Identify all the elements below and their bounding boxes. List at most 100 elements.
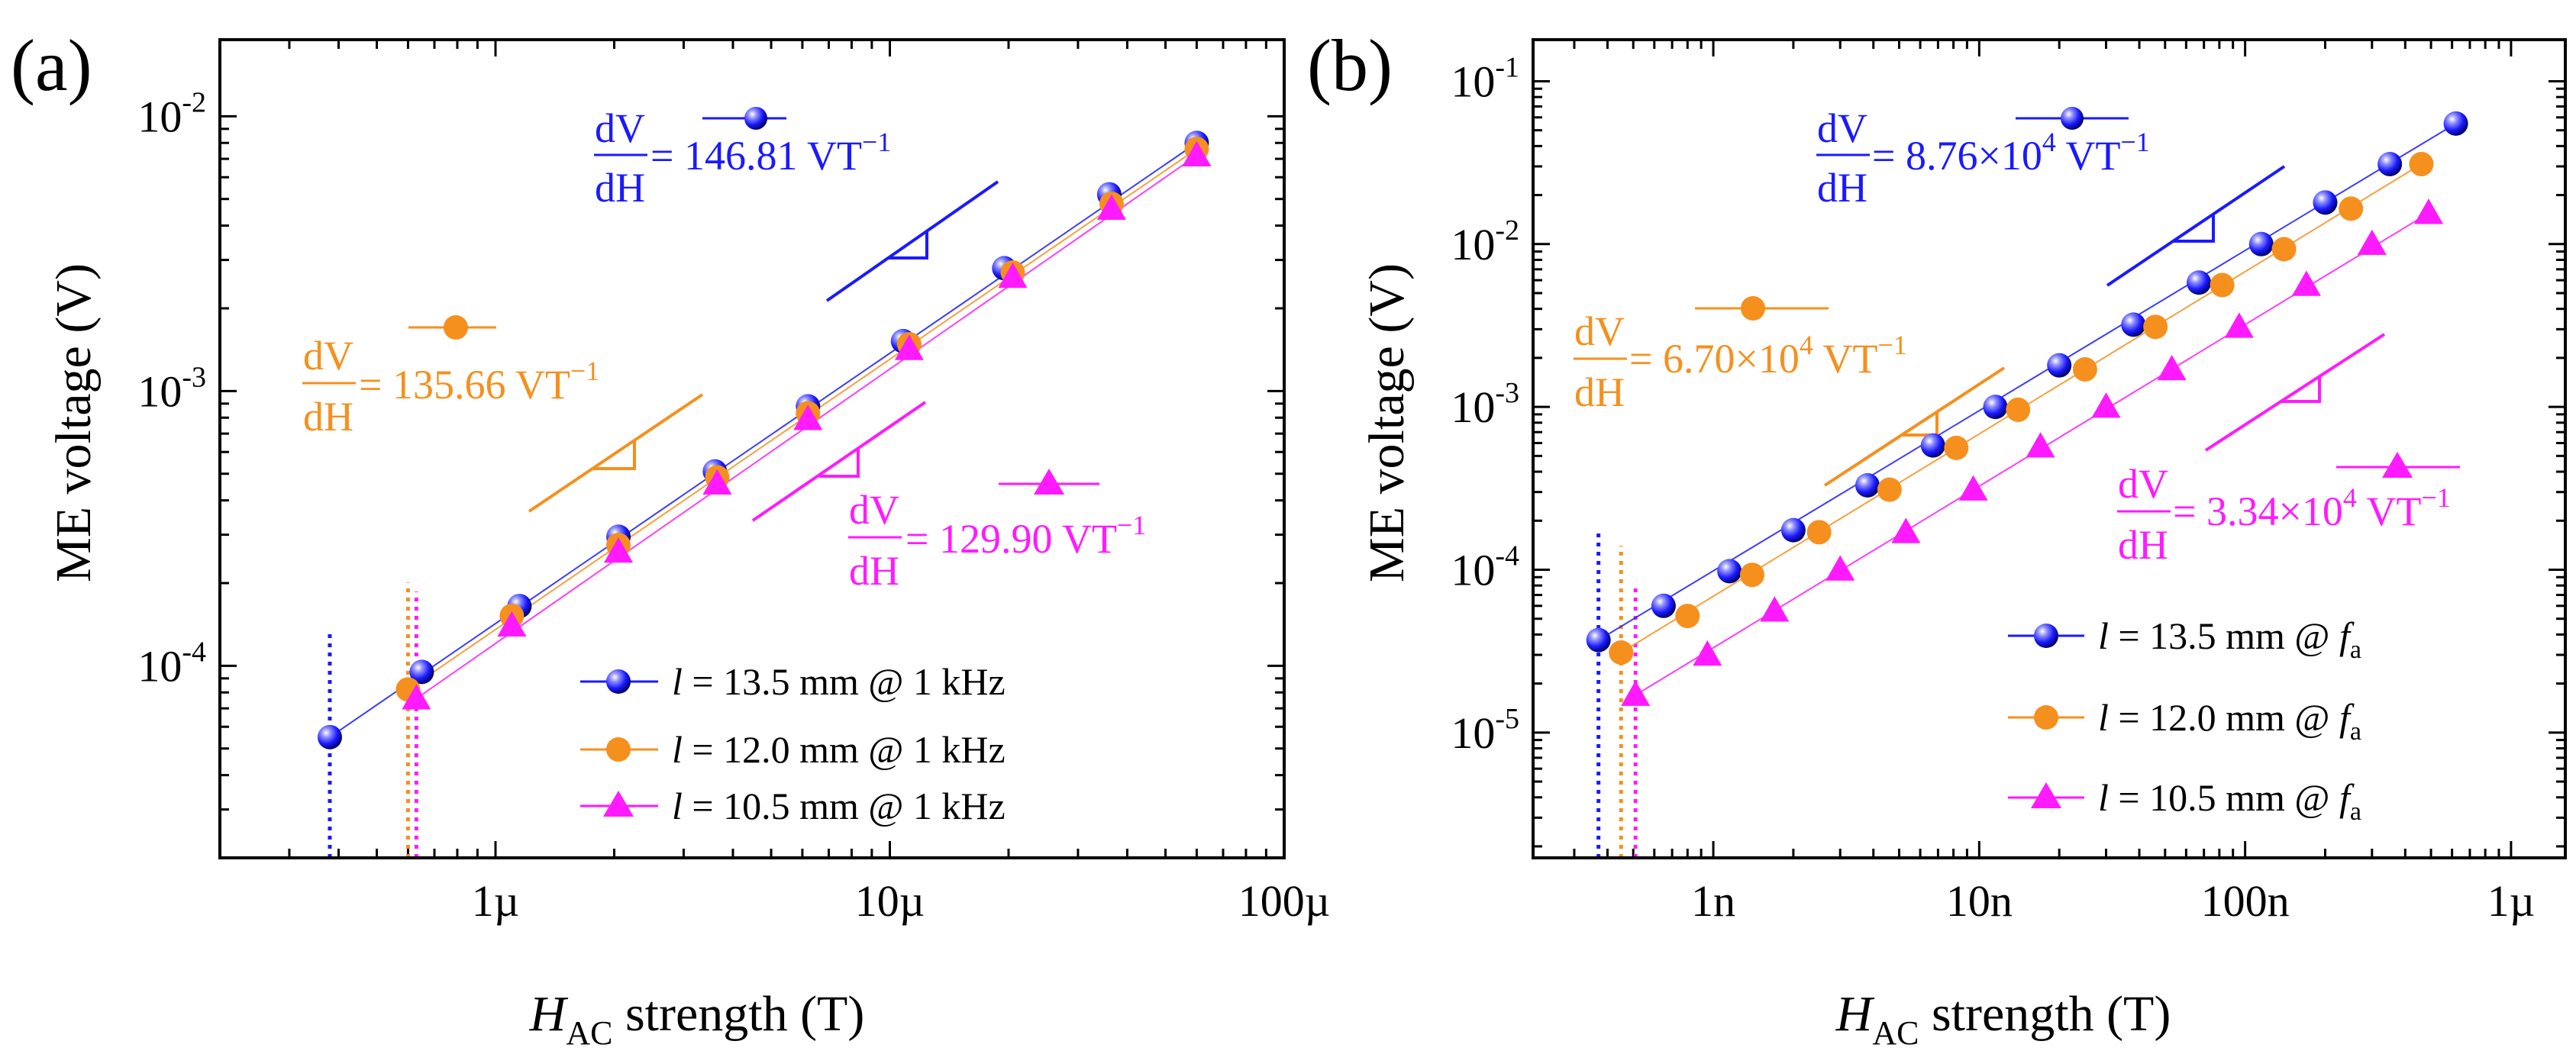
annotation-value: = 129.90 VT−1 [905, 510, 1146, 562]
legend-label: l = 10.5 mm @ fa [2098, 776, 2361, 826]
plot-frame-a [218, 38, 1286, 859]
slope-indicator-magenta-b [2204, 333, 2386, 452]
legend-marker-triangle [603, 791, 634, 817]
data-point-orange [1806, 520, 1832, 545]
annotation-marker-sphere [744, 107, 767, 130]
data-point-orange [2006, 397, 2031, 422]
legend-entry-orange-a: l = 12.0 mm @ 1 kHz [580, 728, 1006, 771]
data-point-magenta [2091, 392, 2121, 418]
annotation-value: = 146.81 VT−1 [650, 127, 891, 179]
annotation-marker-sphere [2061, 107, 2084, 130]
data-point-magenta [1621, 680, 1651, 706]
data-point-magenta [1891, 517, 1921, 543]
data-point-magenta [2224, 312, 2254, 338]
data-point-magenta [1760, 596, 1790, 622]
annotation-numerator: dV [595, 105, 645, 151]
annotation-value: = 6.70×104 VT−1 [1629, 330, 1907, 382]
x-tick-label: 1µ [472, 876, 519, 926]
annotation-blue-b: dV dH = 8.76×104 VT−1 [1816, 105, 2150, 211]
data-point-blue [2187, 270, 2212, 295]
slope-corner-blue-b [2174, 214, 2215, 243]
x-tick-label: 10µ [855, 876, 925, 926]
data-point-blue [2443, 111, 2468, 136]
legend-label: l = 13.5 mm @ fa [2098, 614, 2361, 664]
data-point-blue [1983, 395, 2008, 420]
y-tick-label: 10-4 [137, 636, 206, 691]
data-point-orange [2339, 196, 2364, 221]
data-point-orange [2072, 356, 2097, 382]
fit-lines-a [329, 142, 1197, 738]
annotation-orange-a: dV dH = 135.66 VT−1 [302, 315, 599, 440]
panel-b: (b) ME voltage (V) HAC strength (T) 1n 10… [1307, 24, 2567, 1052]
data-point-orange [2143, 314, 2168, 340]
y-axis-label-a: ME voltage (V) [46, 263, 102, 582]
x-tick-label: 1n [1691, 876, 1735, 926]
legend-label: l = 12.0 mm @ fa [2098, 696, 2361, 746]
legend-a: l = 13.5 mm @ 1 kHz l = 12.0 mm @ 1 kHz … [580, 660, 1006, 827]
plot-frame-b [1532, 38, 2567, 859]
data-point-magenta [2291, 270, 2321, 296]
annotation-blue-a: dV dH = 146.81 VT−1 [594, 105, 891, 211]
x-tick-label: 10n [1946, 876, 2013, 926]
y-tick-label: 10-2 [1451, 214, 1519, 269]
fit-line-blue [1598, 122, 2457, 641]
y-tick-label: 10-1 [1451, 51, 1519, 106]
slope-indicator-magenta-a [751, 401, 927, 522]
data-point-blue [2121, 312, 2146, 337]
slope-indicator-orange-a [528, 393, 704, 513]
slope-line-magenta-a [751, 401, 927, 522]
data-point-magenta [604, 537, 634, 563]
data-point-blue [1780, 517, 1806, 543]
slope-corner-magenta-a [819, 449, 860, 478]
data-point-blue [317, 724, 342, 749]
data-points-a [317, 131, 1212, 749]
legend-entry-blue-b: l = 13.5 mm @ fa [2008, 614, 2361, 664]
annotation-magenta-a: dV dH = 129.90 VT−1 [848, 469, 1146, 594]
y-tick-label: 10-5 [1451, 703, 1519, 758]
annotation-marker-circle [1741, 296, 1765, 321]
y-tick-label: 10-2 [137, 86, 206, 141]
slope-line-magenta-b [2204, 333, 2386, 452]
panel-label-b: (b) [1307, 24, 1393, 106]
annotation-orange-b: dV dH = 6.70×104 VT−1 [1574, 296, 1907, 415]
svg-text:ME voltage (V): ME voltage (V) [1359, 263, 1415, 582]
annotation-denominator: dH [2118, 522, 2168, 568]
legend-entry-magenta-b: l = 10.5 mm @ fa [2008, 776, 2361, 826]
annotation-numerator: dV [1574, 308, 1625, 354]
legend-marker-triangle [2031, 782, 2061, 808]
fit-line-blue [329, 142, 1197, 738]
annotation-numerator: dV [2118, 461, 2168, 507]
tick-labels-a: 1µ 10µ 100µ 10-4 10-3 10-2 [137, 86, 1330, 926]
data-point-magenta [998, 262, 1028, 288]
legend-marker-sphere [606, 669, 631, 694]
data-point-blue [2248, 231, 2274, 256]
data-point-magenta [497, 611, 527, 637]
y-tick-label: 10-3 [137, 361, 206, 416]
slope-line-blue-a [825, 180, 999, 302]
annotation-magenta-b: dV dH = 3.34×104 VT−1 [2117, 452, 2460, 568]
data-point-orange [1944, 435, 1969, 460]
legend-marker-sphere [2034, 624, 2058, 648]
data-point-blue [409, 659, 434, 685]
data-point-orange [2210, 272, 2235, 298]
data-point-magenta [702, 469, 732, 495]
svg-text:ME voltage (V): ME voltage (V) [46, 263, 102, 582]
legend-label: l = 12.0 mm @ 1 kHz [672, 728, 1006, 771]
panel-a: (a) ME voltage (V) HAC strength (T) 1µ 10… [11, 24, 1330, 1052]
x-tick-label: 1µ [2487, 876, 2535, 926]
y-axis-label-b: ME voltage (V) [1359, 263, 1415, 582]
data-point-orange [2409, 151, 2434, 176]
data-point-orange [2271, 237, 2297, 262]
annotation-denominator: dH [1574, 369, 1625, 415]
data-point-blue [1651, 593, 1676, 618]
tick-labels-b: 1n 10n 100n 1µ 10-5 10-4 10-3 10-2 10-1 [1451, 51, 2535, 926]
y-tick-label: 10-4 [1451, 540, 1519, 595]
slope-corner-blue-a [889, 231, 928, 259]
legend-label: l = 10.5 mm @ 1 kHz [672, 785, 1006, 827]
data-point-orange [1675, 604, 1700, 629]
panel-label-a: (a) [11, 24, 92, 106]
slope-indicator-orange-b [1823, 366, 2006, 487]
data-point-magenta [1958, 475, 1988, 501]
legend-marker-circle [2034, 705, 2058, 730]
annotation-denominator: dH [849, 548, 899, 594]
